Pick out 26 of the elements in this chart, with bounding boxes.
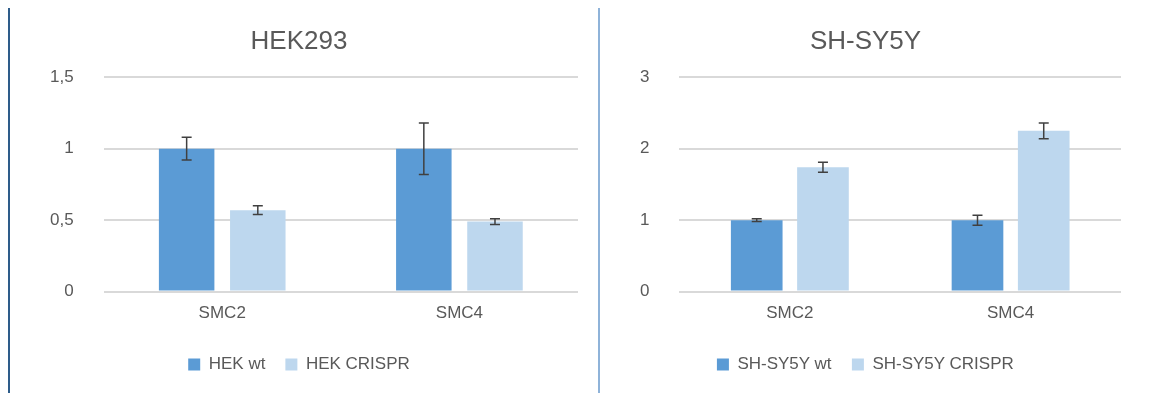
y-tick-label: 0,5 (49, 209, 74, 229)
legend-label: SH-SY5Y CRISPR (872, 354, 1014, 374)
x-tick-label: SMC2 (766, 303, 814, 323)
x-tick-label: SMC4 (435, 303, 484, 323)
legend-label: HEK CRISPR (305, 354, 410, 374)
y-tick-label: 1 (639, 209, 650, 229)
y-tick-label: 2 (639, 138, 650, 158)
bar (230, 210, 286, 291)
y-tick-label: 1,5 (49, 66, 74, 86)
bar (951, 220, 1004, 291)
chart-title: SH-SY5Y (809, 24, 922, 55)
bar (158, 148, 215, 291)
x-tick-label: SMC4 (987, 303, 1035, 323)
bar (396, 148, 452, 291)
bar (730, 220, 783, 291)
y-tick-label: 1 (64, 138, 74, 158)
y-tick-label: 3 (639, 66, 650, 86)
bar (797, 167, 849, 291)
bar (467, 221, 523, 291)
y-tick-label: 0 (64, 281, 74, 301)
chart-title: HEK293 (250, 24, 348, 55)
bar (1017, 130, 1070, 291)
legend-label: HEK wt (208, 354, 266, 374)
legend-label: SH-SY5Y wt (737, 354, 832, 374)
y-tick-label: 0 (639, 281, 650, 301)
x-tick-label: SMC2 (198, 303, 246, 323)
